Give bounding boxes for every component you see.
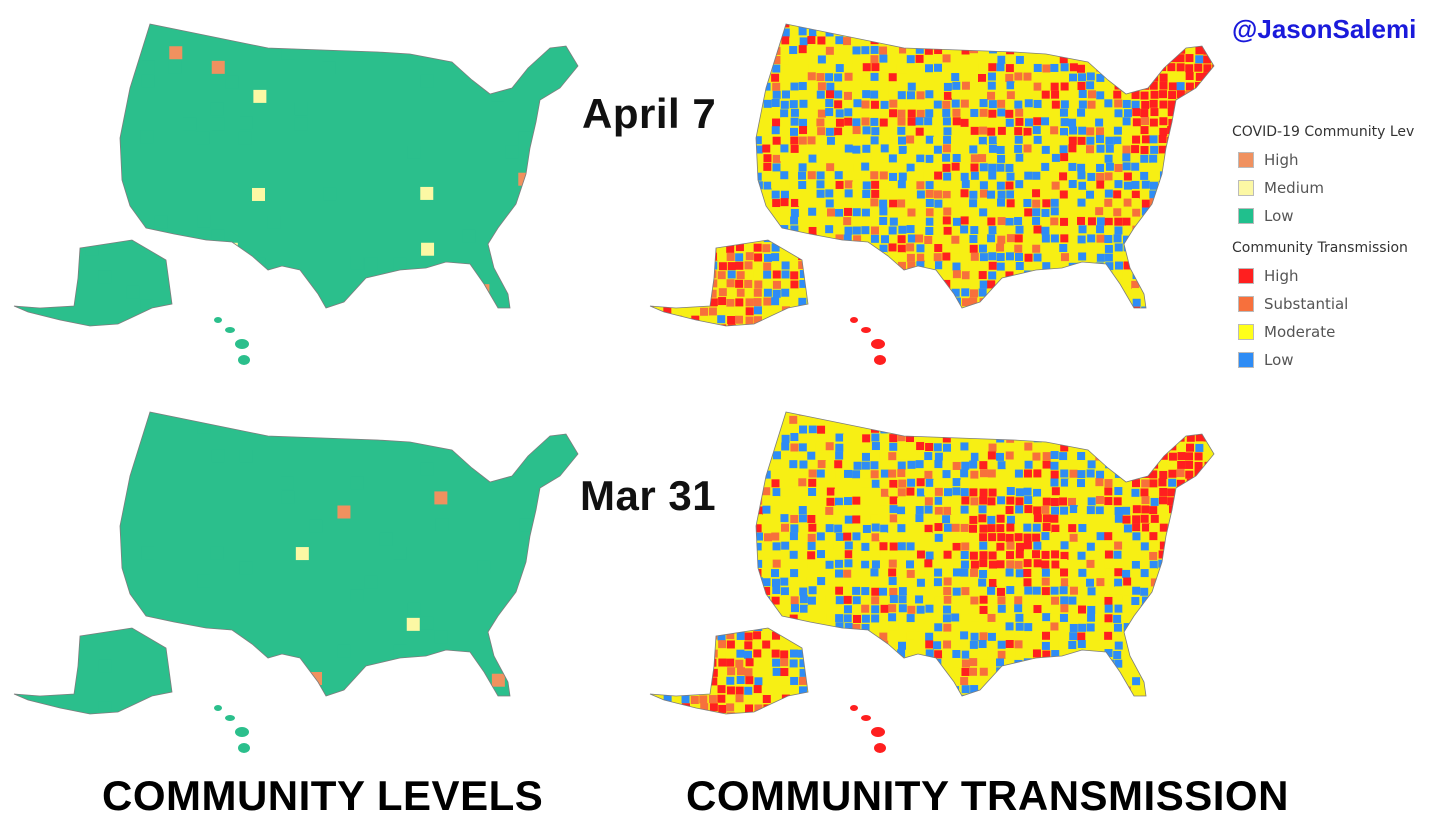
legend-heading-levels: COVID-19 Community Lev xyxy=(1232,124,1415,140)
map-transmission-mar31 xyxy=(649,411,1215,753)
legend-item-levels-high: High xyxy=(1230,146,1450,174)
legend-label: Moderate xyxy=(1264,323,1336,341)
legend-item-levels-low: Low xyxy=(1230,202,1450,230)
swatch-levels-medium xyxy=(1238,180,1254,196)
swatch-levels-high xyxy=(1238,152,1254,168)
map-levels-april7 xyxy=(13,23,579,365)
legend-item-transmission-moderate: Moderate xyxy=(1230,318,1450,346)
legend-label: Low xyxy=(1264,207,1294,225)
legend-heading-transmission: Community Transmission xyxy=(1232,240,1408,256)
map-levels-mar31 xyxy=(13,411,579,753)
legend-label: High xyxy=(1264,151,1299,169)
author-handle: @JasonSalemi xyxy=(1232,14,1417,44)
legend-item-transmission-substantial: Substantial xyxy=(1230,290,1450,318)
legend-label: High xyxy=(1264,267,1299,285)
swatch-levels-low xyxy=(1238,208,1254,224)
swatch-transmission-low xyxy=(1238,352,1254,368)
legend-item-transmission-low: Low xyxy=(1230,346,1450,374)
legend-label: Medium xyxy=(1264,179,1324,197)
swatch-transmission-moderate xyxy=(1238,324,1254,340)
caption-community-transmission: COMMUNITY TRANSMISSION xyxy=(686,772,1289,819)
date-label-april7: April 7 xyxy=(582,90,717,137)
legend-label: Low xyxy=(1264,351,1294,369)
legend-item-levels-medium: Medium xyxy=(1230,174,1450,202)
legend-item-transmission-high: High xyxy=(1230,262,1450,290)
date-label-mar31: Mar 31 xyxy=(580,472,717,519)
map-legend: COVID-19 Community Lev High Medium Low C… xyxy=(1230,124,1450,374)
caption-community-levels: COMMUNITY LEVELS xyxy=(102,772,544,819)
legend-label: Substantial xyxy=(1264,295,1349,313)
swatch-transmission-high xyxy=(1238,268,1254,284)
map-transmission-april7 xyxy=(649,23,1215,365)
swatch-transmission-substantial xyxy=(1238,296,1254,312)
